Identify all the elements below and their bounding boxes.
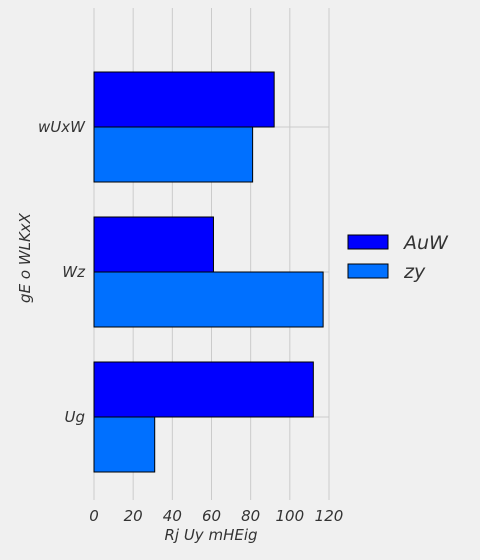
x-tick-label: 20 — [124, 507, 143, 525]
x-tick-label: 40 — [163, 507, 182, 525]
x-tick-label: 80 — [241, 507, 260, 525]
y-tick-label: Wz — [62, 263, 86, 281]
y-tick-labels: wUxW Wz Ug — [38, 118, 86, 426]
y-axis-label: gE o WLKxX — [16, 212, 34, 303]
y-tick-label: wUxW — [38, 118, 86, 136]
bar-AuW-Ug — [93, 361, 314, 418]
x-tick-label: 100 — [276, 507, 305, 525]
x-tick-label: 60 — [202, 507, 221, 525]
legend-label-AuW: AuW — [402, 232, 449, 254]
legend-swatch-zy — [347, 263, 389, 279]
legend-label-zy: zy — [403, 261, 426, 283]
x-tick-label: 120 — [315, 507, 344, 525]
bar-AuW-wUxW — [93, 71, 275, 128]
legend: AuW zy — [347, 232, 449, 283]
x-tick-label: 0 — [89, 507, 99, 525]
legend-swatch-AuW — [347, 234, 389, 250]
bars — [93, 71, 324, 473]
x-axis-label: Rj Uy mHEig — [164, 526, 257, 544]
x-tick-labels: 0 20 40 60 80 100 120 — [89, 507, 343, 525]
bar-zy-Ug — [93, 416, 156, 473]
bar-zy-wUxW — [93, 126, 254, 183]
bar-AuW-Wz — [93, 216, 214, 273]
bar-zy-Wz — [93, 271, 324, 328]
y-tick-label: Ug — [64, 408, 85, 426]
